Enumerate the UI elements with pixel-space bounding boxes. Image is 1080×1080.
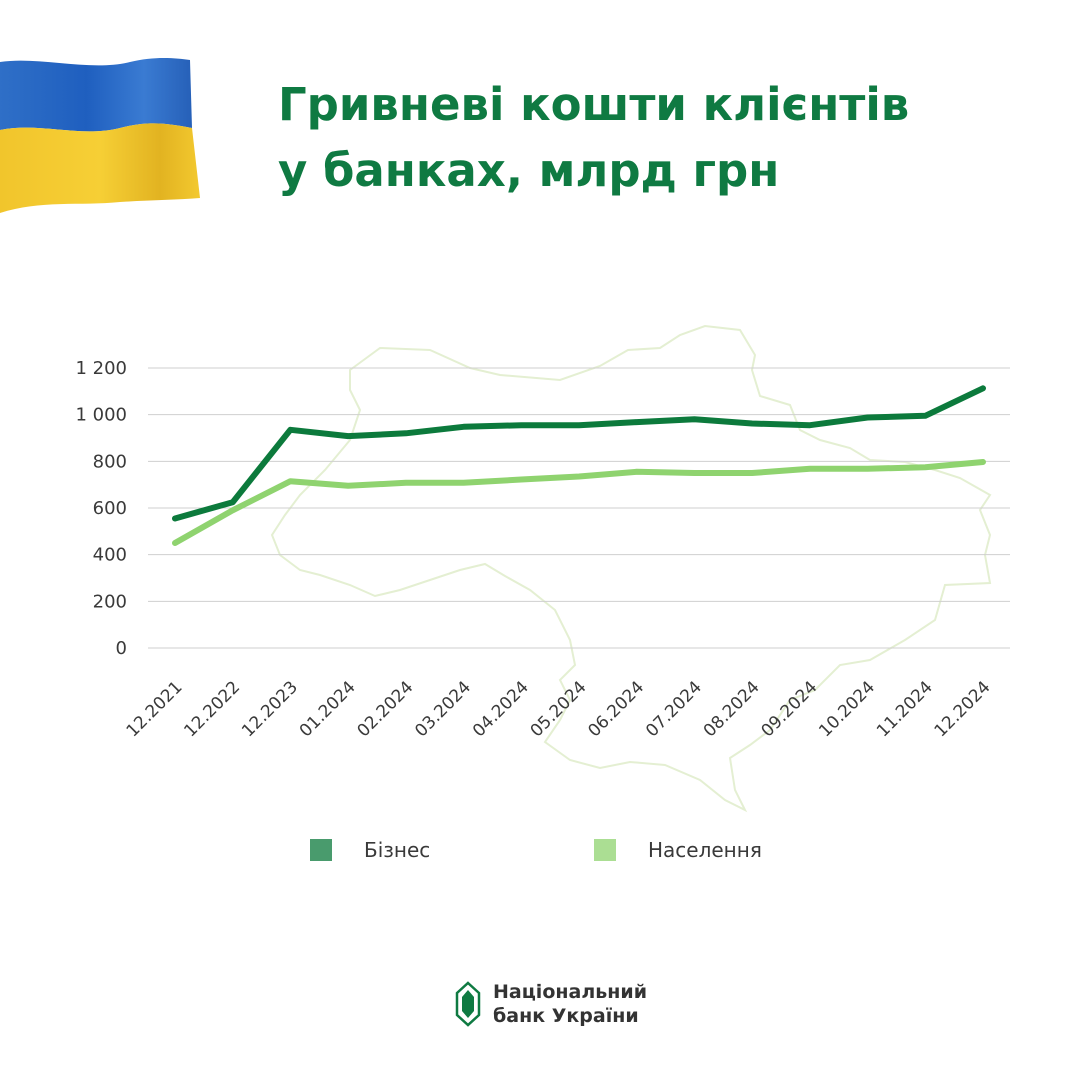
page-title: Гривневі кошти клієнтів у банках, млрд г… — [278, 72, 909, 204]
x-tick-label: 11.2024 — [873, 677, 937, 741]
chart-series — [172, 385, 986, 546]
x-tick-label: 02.2024 — [354, 677, 418, 741]
x-tick-label: 09.2024 — [758, 677, 822, 741]
logo-line-1: Національний — [493, 981, 648, 1003]
x-tick-label: 12.2022 — [180, 677, 244, 741]
legend-swatch-population — [594, 839, 616, 861]
x-tick-label: 10.2024 — [815, 677, 879, 741]
y-tick-label: 800 — [93, 451, 127, 472]
y-tick-label: 0 — [116, 638, 127, 659]
logo-line-2: банк України — [493, 1005, 639, 1027]
series-line-population — [172, 459, 986, 546]
legend-item-business: Бізнес — [310, 838, 430, 862]
legend-swatch-business — [310, 839, 332, 861]
series-line-business — [172, 385, 986, 522]
x-axis-ticks: 12.202112.202212.202301.202402.202403.20… — [123, 677, 995, 741]
x-tick-label: 12.2024 — [931, 677, 995, 741]
legend-item-population: Населення — [594, 838, 762, 862]
x-tick-label: 07.2024 — [642, 677, 706, 741]
x-tick-label: 05.2024 — [527, 677, 591, 741]
x-tick-label: 03.2024 — [411, 677, 475, 741]
x-tick-label: 12.2023 — [238, 677, 302, 741]
x-tick-label: 12.2021 — [123, 677, 187, 741]
y-tick-label: 1 000 — [75, 405, 127, 426]
legend-label-business: Бізнес — [364, 838, 431, 862]
y-tick-label: 400 — [93, 545, 127, 566]
x-tick-label: 01.2024 — [296, 677, 360, 741]
y-tick-label: 600 — [93, 498, 127, 519]
ukraine-map-outline — [270, 324, 992, 813]
x-tick-label: 08.2024 — [700, 677, 764, 741]
chart-grid — [148, 367, 1010, 649]
ukraine-flag-icon — [0, 58, 200, 213]
title-line-1: Гривневі кошти клієнтів — [278, 78, 910, 131]
x-tick-label: 04.2024 — [469, 677, 533, 741]
chart-legend: Бізнес Населення — [0, 838, 1080, 868]
title-line-2: у банках, млрд грн — [278, 144, 780, 197]
x-tick-label: 06.2024 — [584, 677, 648, 741]
legend-label-population: Населення — [648, 838, 762, 862]
y-axis-ticks: 0 200 400 600 800 1 000 1 200 — [75, 358, 127, 659]
nbu-emblem-icon — [455, 981, 481, 1027]
nbu-logo: Національний банк України — [455, 980, 647, 1028]
y-tick-label: 1 200 — [75, 358, 127, 379]
y-tick-label: 200 — [93, 591, 127, 612]
